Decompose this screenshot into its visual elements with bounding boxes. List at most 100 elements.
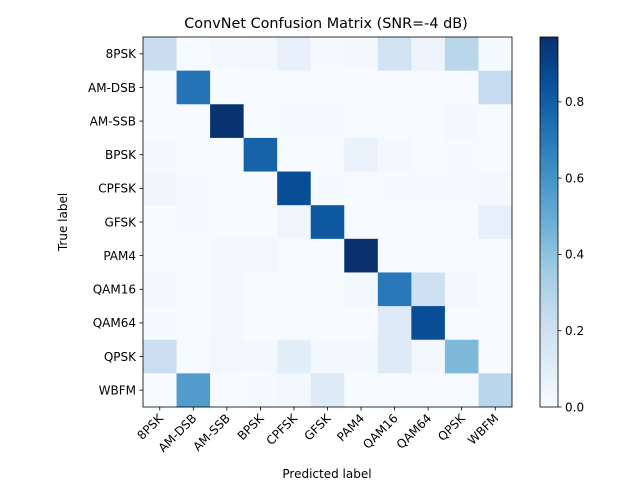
heatmap-cell xyxy=(210,272,245,307)
x-tick-label: QAM64 xyxy=(394,411,435,452)
colorbar-tick-label: 0.0 xyxy=(565,400,584,414)
heatmap-cell xyxy=(444,272,479,307)
heatmap-cell xyxy=(478,306,513,341)
x-tick-label: AM-SSB xyxy=(190,411,233,454)
heatmap-cell xyxy=(210,171,245,206)
y-tick-label: PAM4 xyxy=(103,249,136,263)
heatmap-cell xyxy=(478,137,513,173)
heatmap-cell xyxy=(411,306,446,341)
heatmap-cell xyxy=(143,70,178,105)
heatmap-cell xyxy=(277,306,312,341)
heatmap-cell xyxy=(344,104,379,139)
heatmap-cell xyxy=(411,205,446,240)
heatmap-cell xyxy=(143,238,178,273)
heatmap-cell xyxy=(143,306,178,341)
heatmap-cell xyxy=(143,137,178,173)
heatmap-cell xyxy=(377,306,412,341)
heatmap-cell xyxy=(210,104,245,139)
heatmap-cell xyxy=(344,37,379,72)
heatmap-cell xyxy=(210,339,245,374)
heatmap-cell xyxy=(478,339,513,374)
heatmap-cell xyxy=(310,339,345,374)
heatmap-cell xyxy=(143,37,178,72)
x-tick-label: QPSK xyxy=(435,410,468,443)
heatmap-cell xyxy=(377,272,412,307)
heatmap-cell xyxy=(344,205,379,240)
heatmap-cell xyxy=(444,70,479,105)
heatmap-cell xyxy=(243,137,278,173)
heatmap-cell xyxy=(411,339,446,374)
heatmap-cell xyxy=(411,171,446,206)
heatmap-cell xyxy=(377,37,412,72)
heatmap-cell xyxy=(176,205,211,240)
heatmap-cell xyxy=(143,373,178,408)
heatmap-cell xyxy=(478,373,513,408)
heatmap-cell xyxy=(243,205,278,240)
heatmap-cell xyxy=(377,171,412,206)
heatmap-cell xyxy=(310,171,345,206)
heatmap-cell xyxy=(444,339,479,374)
heatmap-cell xyxy=(310,137,345,173)
colorbar-tick-label: 0.6 xyxy=(565,171,584,185)
heatmap-cell xyxy=(444,238,479,273)
y-tick-label: QAM16 xyxy=(93,283,136,297)
heatmap-cell xyxy=(444,104,479,139)
y-tick-label: QPSK xyxy=(104,350,137,364)
y-tick-label: AM-DSB xyxy=(88,81,136,95)
heatmap-cell xyxy=(277,171,312,206)
heatmap-cell xyxy=(478,104,513,139)
heatmap-cell xyxy=(478,272,513,307)
colorbar xyxy=(539,36,559,408)
y-axis-ticks: 8PSK AM-DSB AM-SSB BPSK CPFSK GFSK PAM4 QAM16 QA… xyxy=(88,47,143,397)
heatmap-cell xyxy=(344,373,379,408)
heatmap-cell xyxy=(243,272,278,307)
heatmap-cell xyxy=(243,171,278,206)
heatmap-cell xyxy=(478,37,513,72)
y-tick-label: AM-SSB xyxy=(90,114,136,128)
heatmap-cell xyxy=(444,373,479,408)
heatmap-cell xyxy=(377,373,412,408)
heatmap-cell xyxy=(277,37,312,72)
heatmap-cell xyxy=(444,171,479,206)
y-tick-label: WBFM xyxy=(99,383,136,397)
heatmap-cell xyxy=(310,104,345,139)
heatmap-cell xyxy=(210,37,245,72)
heatmap-cell xyxy=(243,70,278,105)
y-tick-label: CPFSK xyxy=(98,182,137,196)
heatmap-cell xyxy=(176,272,211,307)
heatmap-cell xyxy=(478,238,513,273)
heatmap-cell xyxy=(210,373,245,408)
heatmap-cell xyxy=(143,339,178,374)
heatmap-cells xyxy=(143,37,513,408)
heatmap-cell xyxy=(176,238,211,273)
heatmap-cell xyxy=(243,238,278,273)
y-tick-label: QAM64 xyxy=(93,316,136,330)
heatmap-cell xyxy=(176,70,211,105)
colorbar-ticks: 0.0 0.2 0.4 0.6 0.8 xyxy=(558,95,584,414)
heatmap-cell xyxy=(277,70,312,105)
heatmap-cell xyxy=(411,238,446,273)
heatmap-cell xyxy=(277,238,312,273)
heatmap-cell xyxy=(444,37,479,72)
heatmap-cell xyxy=(310,205,345,240)
x-tick-label: QAM16 xyxy=(360,411,401,452)
heatmap-cell xyxy=(377,339,412,374)
heatmap-cell xyxy=(411,137,446,173)
heatmap-cell xyxy=(411,373,446,408)
heatmap-cell xyxy=(411,272,446,307)
heatmap-cell xyxy=(176,37,211,72)
colorbar-tick-label: 0.8 xyxy=(565,95,584,109)
heatmap-cell xyxy=(344,339,379,374)
x-tick-label: WBFM xyxy=(465,411,501,447)
heatmap-cell xyxy=(210,70,245,105)
heatmap-cell xyxy=(444,137,479,173)
x-tick-label: GFSK xyxy=(301,410,334,443)
heatmap-cell xyxy=(310,373,345,408)
heatmap-cell xyxy=(344,137,379,173)
heatmap-cell xyxy=(478,205,513,240)
heatmap-cell xyxy=(277,205,312,240)
y-tick-label: 8PSK xyxy=(106,47,137,61)
